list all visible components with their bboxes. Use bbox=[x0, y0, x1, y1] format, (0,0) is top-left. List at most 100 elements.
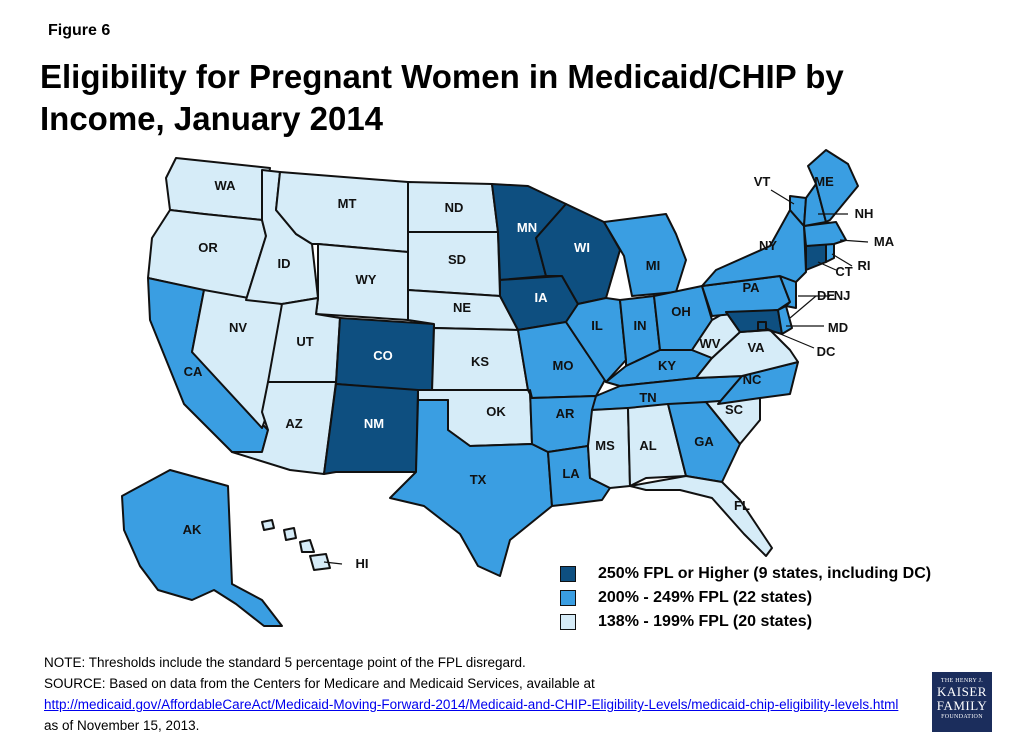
state-label-wv: WV bbox=[700, 336, 721, 351]
state-label-co: CO bbox=[373, 348, 393, 363]
state-label-nm: NM bbox=[364, 416, 384, 431]
state-label-oh: OH bbox=[671, 304, 691, 319]
state-label-or: OR bbox=[198, 240, 218, 255]
source-suffix: as of November 15, 2013. bbox=[44, 718, 200, 733]
logo-line-3: FAMILY bbox=[936, 698, 988, 713]
state-label-ct: CT bbox=[835, 264, 852, 279]
state-label-tn: TN bbox=[639, 390, 656, 405]
footer-notes: NOTE: Thresholds include the standard 5 … bbox=[44, 652, 904, 736]
state-label-me: ME bbox=[814, 174, 834, 189]
state-label-mn: MN bbox=[517, 220, 537, 235]
state-fl bbox=[629, 475, 773, 557]
state-label-pa: PA bbox=[742, 280, 760, 295]
state-label-fl: FL bbox=[734, 498, 750, 513]
state-dc bbox=[757, 321, 767, 331]
state-label-mt: MT bbox=[338, 196, 357, 211]
state-label-hi: HI bbox=[356, 556, 369, 571]
state-label-ok: OK bbox=[486, 404, 506, 419]
state-label-ma: MA bbox=[874, 234, 895, 249]
legend: 250% FPL or Higher (9 states, including … bbox=[560, 562, 931, 634]
state-ma bbox=[803, 221, 847, 247]
state-label-ri: RI bbox=[858, 258, 871, 273]
legend-label-low: 138% - 199% FPL (20 states) bbox=[598, 613, 813, 630]
state-ak bbox=[121, 469, 283, 627]
state-nc bbox=[717, 361, 799, 405]
state-label-sd: SD bbox=[448, 252, 466, 267]
leader-line-ri bbox=[831, 253, 853, 267]
legend-label-high: 250% FPL or Higher (9 states, including … bbox=[598, 565, 932, 582]
source-text: SOURCE: Based on data from the Centers f… bbox=[44, 673, 904, 736]
leader-line-de bbox=[789, 295, 817, 319]
state-label-ak: AK bbox=[183, 522, 202, 537]
state-label-ia: IA bbox=[535, 290, 549, 305]
state-label-wa: WA bbox=[215, 178, 237, 193]
state-label-nc: NC bbox=[743, 372, 762, 387]
legend-item-mid: 200% - 249% FPL (22 states) bbox=[560, 586, 931, 610]
state-label-la: LA bbox=[562, 466, 580, 481]
legend-label-mid: 200% - 249% FPL (22 states) bbox=[598, 589, 813, 606]
leader-line-vt bbox=[770, 189, 795, 205]
state-label-va: VA bbox=[747, 340, 765, 355]
kff-logo: THE HENRY J. KAISER FAMILY FOUNDATION bbox=[932, 672, 992, 732]
state-me bbox=[807, 149, 859, 223]
state-ri bbox=[825, 243, 835, 263]
legend-swatch-low bbox=[560, 614, 576, 630]
note-text: NOTE: Thresholds include the standard 5 … bbox=[44, 655, 526, 670]
legend-item-high: 250% FPL or Higher (9 states, including … bbox=[560, 562, 931, 586]
state-label-ga: GA bbox=[694, 434, 714, 449]
state-label-vt: VT bbox=[754, 174, 771, 189]
state-label-mo: MO bbox=[553, 358, 574, 373]
state-label-wi: WI bbox=[574, 240, 590, 255]
state-label-wy: WY bbox=[356, 272, 377, 287]
legend-swatch-mid bbox=[560, 590, 576, 606]
state-wy bbox=[315, 243, 409, 321]
state-label-de: DE bbox=[817, 288, 835, 303]
state-ny bbox=[701, 209, 807, 287]
figure-label: Figure 6 bbox=[48, 22, 111, 39]
state-label-il: IL bbox=[591, 318, 603, 333]
source-prefix: SOURCE: Based on data from the Centers f… bbox=[44, 676, 595, 691]
state-label-tx: TX bbox=[470, 472, 487, 487]
state-label-md: MD bbox=[828, 320, 848, 335]
leader-line-ma bbox=[839, 239, 869, 243]
legend-swatch-high bbox=[560, 566, 576, 582]
state-label-ks: KS bbox=[471, 354, 489, 369]
leader-line-ct bbox=[817, 261, 837, 271]
logo-line-1: THE HENRY J. bbox=[940, 678, 984, 684]
state-label-ut: UT bbox=[296, 334, 313, 349]
state-label-ms: MS bbox=[595, 438, 615, 453]
legend-item-low: 138% - 199% FPL (20 states) bbox=[560, 610, 931, 634]
state-de bbox=[777, 305, 793, 335]
state-label-nv: NV bbox=[229, 320, 247, 335]
leader-line-hi bbox=[323, 561, 343, 565]
state-mi bbox=[603, 213, 687, 297]
leader-line-dc bbox=[765, 327, 815, 349]
state-hi bbox=[261, 519, 331, 571]
map-title: Eligibility for Pregnant Women in Medica… bbox=[40, 58, 844, 137]
state-label-az: AZ bbox=[285, 416, 302, 431]
state-label-nh: NH bbox=[855, 206, 874, 221]
state-ct bbox=[805, 243, 827, 271]
state-label-sc: SC bbox=[725, 402, 744, 417]
state-label-nd: ND bbox=[445, 200, 464, 215]
state-label-ar: AR bbox=[556, 406, 575, 421]
source-link[interactable]: http://medicaid.gov/AffordableCareAct/Me… bbox=[44, 697, 899, 712]
state-label-ca: CA bbox=[184, 364, 203, 379]
state-al bbox=[627, 403, 687, 487]
state-label-al: AL bbox=[639, 438, 656, 453]
state-label-dc: DC bbox=[817, 344, 836, 359]
state-label-ky: KY bbox=[658, 358, 676, 373]
state-label-mi: MI bbox=[646, 258, 660, 273]
state-il bbox=[565, 297, 627, 383]
state-label-ne: NE bbox=[453, 300, 471, 315]
state-label-id: ID bbox=[278, 256, 291, 271]
state-ar bbox=[529, 389, 597, 453]
state-label-nj: NJ bbox=[834, 288, 851, 303]
state-tx bbox=[389, 399, 553, 577]
logo-line-4: FOUNDATION bbox=[941, 714, 983, 720]
state-label-ny: NY bbox=[759, 238, 777, 253]
state-label-in: IN bbox=[634, 318, 647, 333]
logo-line-2: KAISER bbox=[937, 684, 987, 699]
state-nm bbox=[323, 383, 419, 475]
